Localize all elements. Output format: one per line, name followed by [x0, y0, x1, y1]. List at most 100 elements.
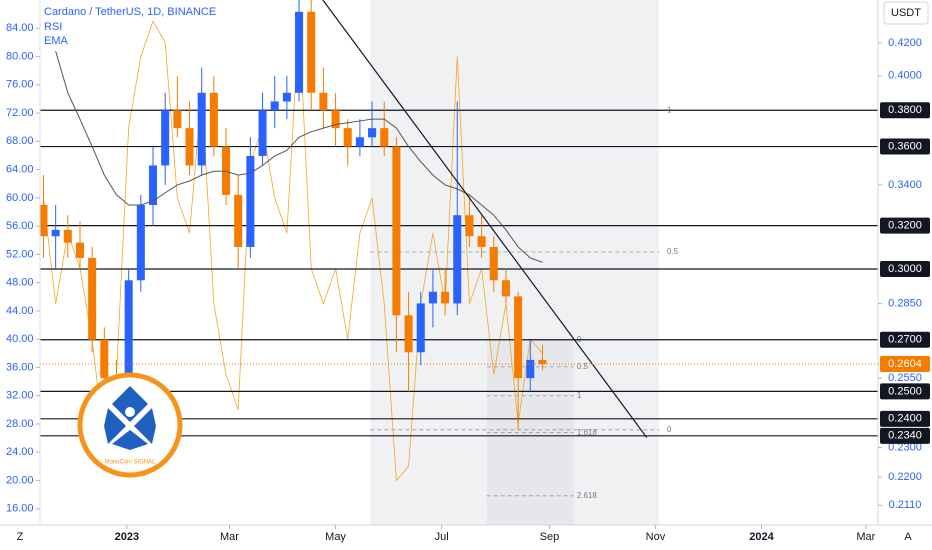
x-tick-label: Mar [856, 531, 875, 543]
y-tick-label: 0.3400 [888, 179, 922, 191]
candle-body [368, 128, 377, 138]
candle-body [234, 194, 243, 247]
candle-body [392, 146, 401, 316]
logo-dot [125, 407, 135, 417]
level-label: 0.2340 [888, 430, 922, 442]
logo-icon [104, 386, 156, 450]
legend-item: EMA [44, 35, 69, 47]
y2-tick-label: 40.00 [6, 333, 34, 345]
candle-body [270, 101, 279, 111]
candle-body [197, 92, 206, 166]
level-label: 0.3000 [888, 263, 922, 275]
line-series [43, 20, 543, 482]
candle-body [185, 128, 194, 166]
candle-body [295, 11, 304, 93]
fib-label: 2.618 [577, 491, 598, 500]
y2-tick-label: 80.00 [6, 50, 34, 62]
corner-button[interactable]: A [904, 531, 912, 543]
last-price-label: 0.2604 [888, 358, 922, 370]
level-label-box [880, 331, 930, 348]
candle-body [453, 215, 462, 304]
y-tick-label: 0.2200 [888, 471, 922, 483]
level-label-box [880, 410, 930, 427]
candle-body [51, 229, 60, 237]
candle-body [258, 110, 267, 156]
x-tick-label: May [325, 531, 346, 543]
chart-title: Cardano / TetherUS, 1D, BINANCE [44, 6, 216, 18]
candle-body [343, 128, 352, 147]
level-label-box [880, 102, 930, 119]
level-label: 0.3800 [888, 104, 922, 116]
fib-label: 1.618 [577, 428, 598, 437]
candle-body [538, 359, 547, 365]
candle-body [88, 257, 97, 340]
candle-body [319, 92, 328, 111]
candle-body [173, 110, 182, 129]
candle-body [75, 242, 85, 258]
candle-body [465, 215, 474, 237]
unit-box[interactable] [883, 1, 929, 25]
logo-shape [104, 408, 126, 444]
level-label-box [880, 383, 930, 400]
y2-tick-label: 64.00 [6, 163, 34, 175]
candle-body [428, 291, 437, 304]
y-tick-label: 0.2550 [888, 372, 922, 384]
level-label: 0.2400 [888, 413, 922, 425]
logo: MonoCoin SIGNAL [77, 372, 183, 478]
candle-body [416, 303, 425, 353]
candle-body [136, 204, 145, 281]
fib-label: 1 [577, 391, 582, 400]
candle-body [355, 137, 364, 147]
axes: 0.4200 0.4000 0.3400 0.2850 0.2550 0.2300 0.22… [6, 22, 930, 543]
x-tick-label: Mar [220, 531, 239, 543]
line-series [55, 50, 543, 263]
candle-body [380, 128, 389, 147]
level-label-box [880, 427, 930, 444]
last-price-box [880, 356, 930, 373]
x-tick-label: Sep [540, 531, 560, 543]
y2-tick-label: 28.00 [6, 418, 34, 430]
candle-body [526, 359, 535, 379]
candle-body [477, 236, 486, 247]
logo-shape [112, 386, 148, 422]
candle-body [161, 110, 170, 166]
candle-body [514, 296, 523, 379]
level-label-box [880, 138, 930, 155]
y2-tick-label: 68.00 [6, 135, 34, 147]
y-tick-label: 0.4000 [888, 70, 922, 82]
candle-body [489, 246, 498, 281]
level-label: 0.2700 [888, 334, 922, 346]
level-label-box [880, 217, 930, 234]
y2-tick-label: 16.00 [6, 503, 34, 515]
candle-body [246, 155, 255, 247]
corner-button[interactable]: Z [17, 531, 24, 543]
x-tick-label: Nov [646, 531, 666, 543]
y2-tick-label: 84.00 [6, 22, 34, 34]
candle-body [209, 92, 218, 147]
y-tick-label: 0.4200 [888, 37, 922, 49]
candle-body [63, 229, 72, 243]
candle-body [501, 280, 510, 297]
y-tick-label: 0.2300 [888, 441, 922, 453]
candle-body [331, 110, 340, 129]
y2-tick-label: 20.00 [6, 474, 34, 486]
y-tick-label: 0.2110 [889, 499, 922, 511]
x-tick-label: Jul [435, 531, 449, 543]
candle-body [404, 315, 413, 353]
candle-body [148, 165, 158, 205]
logo-shape [134, 408, 156, 444]
y2-tick-label: 36.00 [6, 361, 34, 373]
x-tick-label: 2024 [749, 531, 774, 543]
legend-item: RSI [44, 21, 62, 33]
candle-body [124, 280, 133, 392]
candle-body [282, 92, 291, 102]
candle-body [222, 146, 231, 195]
unit-label[interactable]: USDT [891, 7, 921, 19]
y2-tick-label: 24.00 [6, 446, 34, 458]
shading [370, 0, 659, 525]
x-tick-label: 2023 [115, 531, 139, 543]
y2-tick-label: 48.00 [6, 277, 34, 289]
candle-body [441, 291, 450, 304]
candle-body [100, 339, 109, 379]
y2-tick-label: 56.00 [6, 220, 34, 232]
